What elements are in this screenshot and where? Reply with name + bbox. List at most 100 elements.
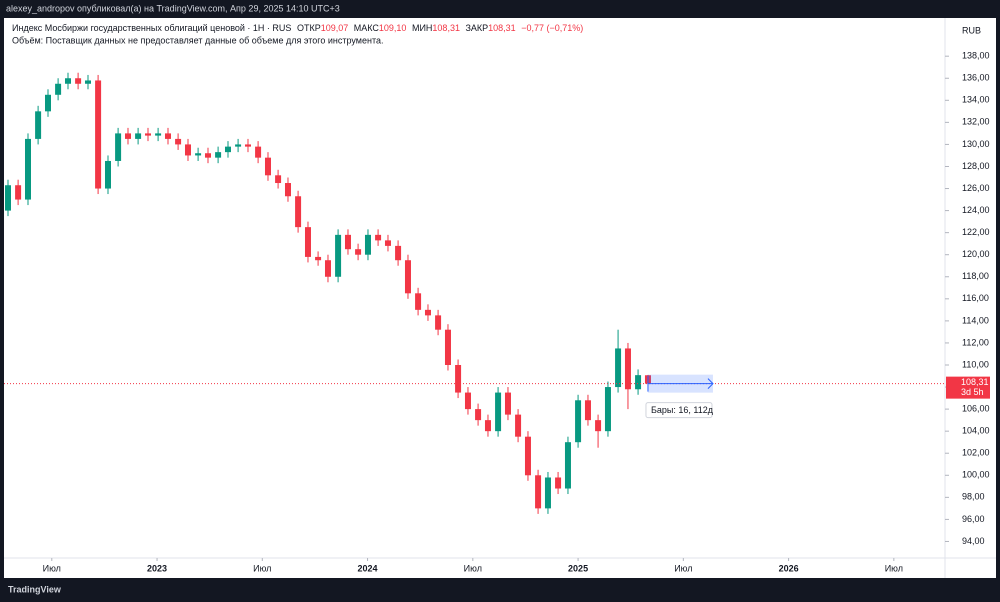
y-tick-label: 128,00 bbox=[962, 161, 990, 171]
y-tick-label: 132,00 bbox=[962, 117, 990, 127]
x-tick-label: Июл bbox=[253, 563, 271, 573]
open-value: 109,07 bbox=[321, 23, 349, 33]
publisher: alexey_andropov опубликовал(а) на Tradin… bbox=[6, 3, 340, 13]
candle-body bbox=[555, 477, 562, 489]
candle-body bbox=[24, 138, 31, 200]
candle-body bbox=[264, 157, 271, 176]
candle-body bbox=[224, 146, 231, 153]
candle-body bbox=[535, 475, 542, 509]
candle-body bbox=[355, 249, 362, 255]
candle-body bbox=[384, 240, 391, 246]
candle-body bbox=[175, 138, 182, 145]
subtitle: Объём: Поставщик данных не предоставляет… bbox=[12, 35, 384, 45]
candle-body bbox=[255, 146, 262, 158]
candle-body bbox=[284, 183, 291, 197]
candle-body bbox=[375, 234, 382, 241]
candle-body bbox=[515, 414, 522, 437]
change: −0,77 (−0,71%) bbox=[521, 23, 583, 33]
candle-body bbox=[204, 153, 211, 158]
x-tick-label: 2024 bbox=[358, 563, 378, 573]
candle-body bbox=[104, 160, 111, 189]
y-tick-label: 96,00 bbox=[962, 514, 985, 524]
candle-body bbox=[244, 144, 251, 147]
candle-body bbox=[304, 227, 311, 257]
x-tick-label: 2026 bbox=[779, 563, 799, 573]
candle-body bbox=[455, 364, 462, 393]
candle-body bbox=[615, 348, 622, 388]
candle-body bbox=[575, 400, 582, 443]
y-tick-label: 114,00 bbox=[962, 315, 989, 325]
currency: RUB bbox=[962, 25, 981, 35]
candle-body bbox=[75, 78, 82, 84]
y-tick-label: 124,00 bbox=[962, 205, 990, 215]
candle-body bbox=[624, 348, 631, 390]
candle-body bbox=[484, 420, 491, 432]
candle-body bbox=[235, 144, 242, 147]
close-value: 108,31 bbox=[488, 23, 516, 33]
candle-body bbox=[315, 256, 322, 261]
countdown: 3d 5h bbox=[961, 387, 984, 397]
y-tick-label: 94,00 bbox=[962, 536, 985, 546]
low-value: 108,31 bbox=[432, 23, 460, 33]
y-tick-label: 126,00 bbox=[962, 183, 990, 193]
price-tag-label: 108,31 bbox=[961, 377, 989, 387]
title: Индекс Мосбиржи государственных облигаци… bbox=[12, 23, 291, 33]
low-label: МИН bbox=[412, 23, 432, 33]
y-tick-label: 122,00 bbox=[962, 227, 990, 237]
candle-body bbox=[64, 78, 71, 84]
candle-body bbox=[395, 245, 402, 261]
candle-body bbox=[424, 309, 431, 316]
candle-body bbox=[184, 144, 191, 156]
price-tag bbox=[946, 376, 990, 399]
candle-body bbox=[324, 260, 331, 277]
candle-body bbox=[215, 152, 222, 158]
candle-body bbox=[435, 315, 442, 330]
candle-body bbox=[155, 133, 162, 136]
y-tick-label: 116,00 bbox=[962, 293, 989, 303]
y-tick-label: 118,00 bbox=[962, 271, 989, 281]
brand: TradingView bbox=[8, 584, 62, 594]
measure-label-box bbox=[645, 402, 713, 419]
candle-body bbox=[44, 94, 51, 112]
candle-body bbox=[364, 234, 371, 255]
y-tick-label: 100,00 bbox=[962, 470, 990, 480]
x-tick-label: Июл bbox=[885, 563, 903, 573]
high-value: 109,10 bbox=[379, 23, 407, 33]
candle-body bbox=[544, 477, 551, 509]
candle-body bbox=[95, 80, 102, 189]
y-tick-label: 110,00 bbox=[962, 359, 989, 369]
x-tick-label: 2023 bbox=[147, 563, 167, 573]
candle-body bbox=[464, 392, 471, 410]
candle-body bbox=[475, 409, 482, 421]
y-tick-label: 104,00 bbox=[962, 426, 990, 436]
candle-body bbox=[295, 196, 302, 228]
open-label: ОТКР bbox=[297, 23, 321, 33]
candle-body bbox=[415, 293, 422, 310]
measure-label: Бары: 16, 112д bbox=[651, 405, 714, 415]
candle-body bbox=[115, 133, 122, 161]
candle-body bbox=[584, 400, 591, 421]
candle-body bbox=[444, 329, 451, 365]
candle-body bbox=[495, 392, 502, 432]
y-tick-label: 98,00 bbox=[962, 492, 985, 502]
candle-body bbox=[595, 420, 602, 432]
y-tick-label: 134,00 bbox=[962, 95, 990, 105]
legend-line: Индекс Мосбиржи государственных облигаци… bbox=[12, 23, 583, 33]
candle-body bbox=[604, 387, 611, 432]
x-tick-label: 2025 bbox=[568, 563, 588, 573]
candle-body bbox=[504, 392, 511, 415]
candle-body bbox=[55, 83, 62, 95]
candle-body bbox=[84, 80, 91, 84]
candle-body bbox=[335, 234, 342, 277]
close-label: ЗАКР bbox=[465, 23, 488, 33]
candle-body bbox=[35, 111, 42, 139]
candle-body bbox=[164, 133, 171, 139]
candle-body bbox=[135, 133, 142, 139]
candle-body bbox=[144, 133, 151, 136]
candle-body bbox=[195, 153, 202, 156]
candle-body bbox=[4, 185, 11, 211]
y-tick-label: 102,00 bbox=[962, 448, 990, 458]
y-tick-label: 136,00 bbox=[962, 73, 990, 83]
